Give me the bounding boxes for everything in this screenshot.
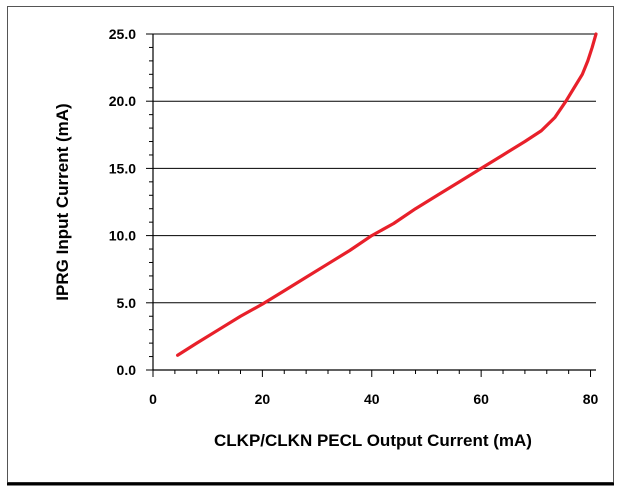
x-tick-label-0: 0 xyxy=(149,391,157,407)
y-axis-ticks: 0.0 5.0 10.0 15.0 20.0 25.0 xyxy=(109,26,153,378)
axes xyxy=(152,34,596,371)
x-axis-label: CLKP/CLKN PECL Output Current (mA) xyxy=(214,431,532,450)
x-axis-ticks: 0 20 40 60 80 xyxy=(149,370,599,407)
y-tick-label-4: 20.0 xyxy=(109,93,136,109)
y-tick-label-0: 0.0 xyxy=(117,362,137,378)
series-line-0 xyxy=(176,32,598,357)
x-tick-label-4: 80 xyxy=(583,391,599,407)
series-layer xyxy=(176,32,598,357)
y-tick-label-2: 10.0 xyxy=(109,228,136,244)
x-tick-label-3: 60 xyxy=(473,391,489,407)
x-tick-label-1: 20 xyxy=(255,391,271,407)
y-tick-label-5: 25.0 xyxy=(109,26,136,42)
y-tick-label-3: 15.0 xyxy=(109,160,136,176)
y-tick-label-1: 5.0 xyxy=(117,295,137,311)
y-axis-label: IPRG Input Current (mA) xyxy=(53,103,72,300)
chart-frame xyxy=(7,6,614,483)
x-tick-label-2: 40 xyxy=(364,391,380,407)
